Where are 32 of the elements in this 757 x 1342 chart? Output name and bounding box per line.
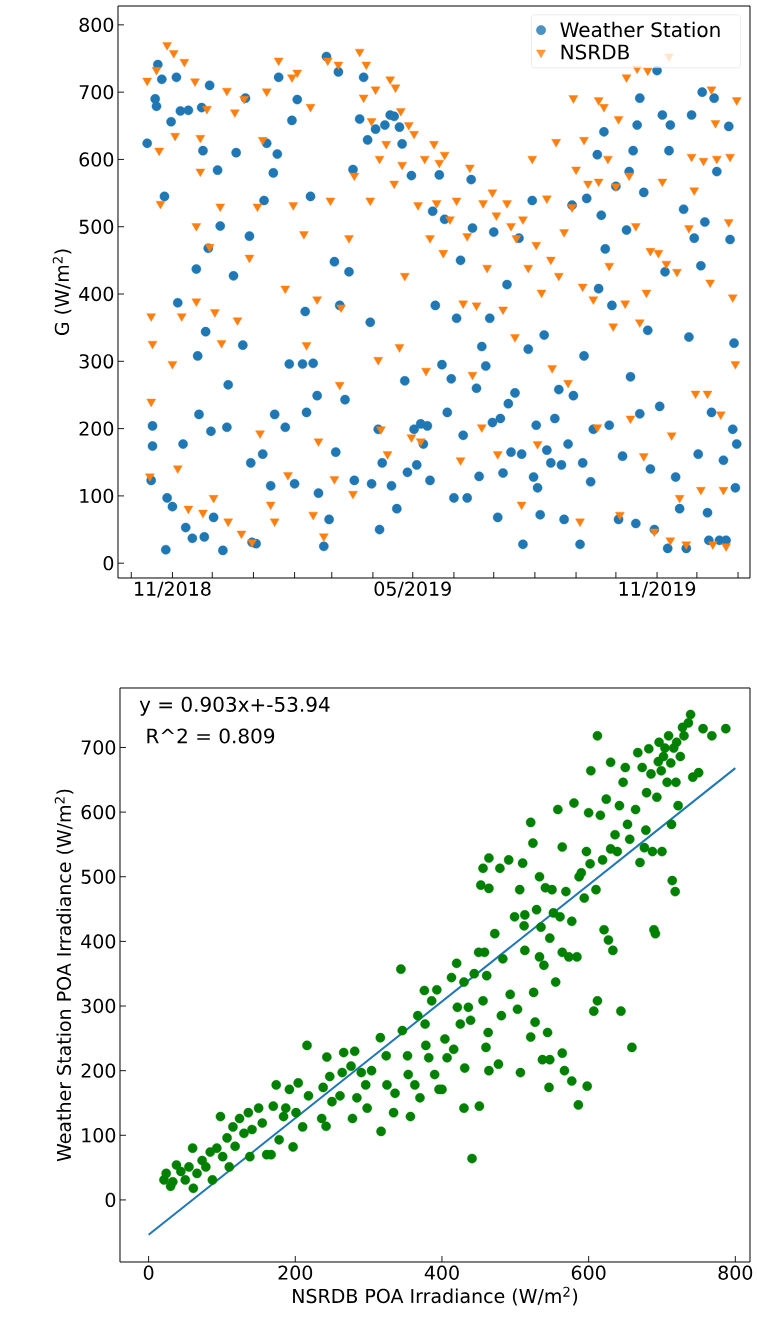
y-axis-title: Weather Station POA Irradiance (W/m$^{2}$) [54,789,74,1162]
y-tick-label: 400 [81,934,116,949]
y-tick-label: 600 [81,804,116,820]
x-tick-label: 200 [278,1265,313,1280]
y-tick-label: 400 [79,286,114,302]
annotation: R^2 = 0.809 [147,728,275,744]
y-tick-label: 300 [79,354,114,369]
x-tick-label: 11/2018 [135,581,211,598]
legend-label: NSRDB [561,44,630,60]
x-tick-label: 0 [143,1265,154,1280]
y-tick-label: 300 [81,998,116,1014]
y-tick-label: 0 [105,1192,116,1208]
x-tick-label: 400 [424,1265,459,1280]
y-tick-label: 0 [103,556,114,571]
y-tick-label: 200 [81,1063,116,1078]
x-axis-title: NSRDB POA Irradiance (W/m$^{2}$) [293,1286,578,1306]
y-tick-label: 500 [79,219,114,234]
y-tick-label: 200 [79,421,114,436]
x-tick-label: 11/2019 [619,581,696,598]
y-tick-label: 700 [81,740,116,755]
y-tick-label: 100 [82,1128,116,1143]
legend-label: Weather Station [560,21,720,38]
x-tick-label: 05/2019 [374,581,451,598]
annotation: y = 0.903x+-53.94 [139,696,330,716]
y-tick-label: 700 [79,84,114,100]
x-tick-label: 600 [571,1265,606,1280]
x-tick-label: 800 [718,1265,753,1280]
y-axis-title: G (W/m$^{2}$) [52,249,72,336]
y-tick-label: 600 [79,152,114,167]
y-tick-label: 100 [80,488,114,504]
y-tick-label: 800 [79,17,114,33]
y-tick-label: 500 [81,869,116,884]
